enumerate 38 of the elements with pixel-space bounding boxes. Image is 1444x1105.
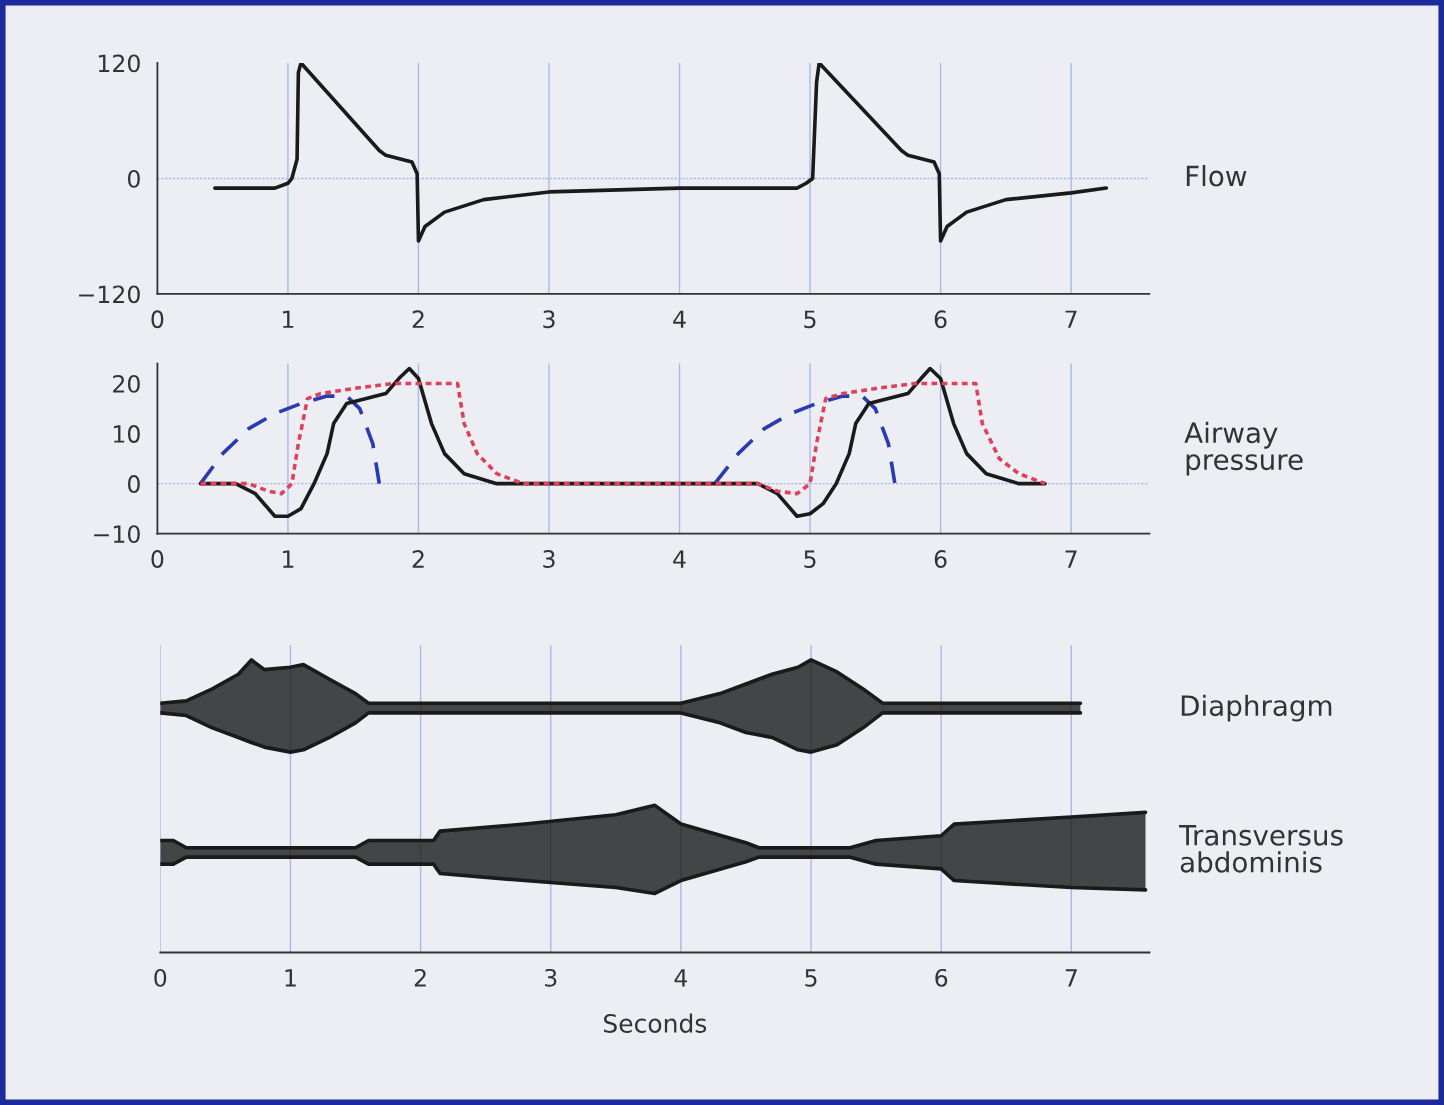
series-label: Transversus abdominis	[1179, 825, 1343, 873]
y-tick-label: −10	[94, 525, 140, 544]
x-tick-label: 2	[414, 968, 426, 987]
x-tick-label: 1	[285, 969, 296, 987]
y-axis-title: Flow	[1186, 165, 1247, 187]
x-tick-label: 3	[543, 550, 555, 568]
y-tick-label: −120	[79, 285, 140, 304]
y-tick-label: 10	[113, 425, 140, 443]
x-tick-label: 4	[673, 310, 686, 328]
line-series	[198, 381, 1047, 496]
text: Diaphragm	[1181, 694, 1332, 722]
x-tick-label: 4	[674, 969, 688, 987]
x-tick-label: 0	[154, 968, 167, 987]
x-tick-label: 6	[935, 968, 948, 987]
y-tick-label: 0	[127, 475, 140, 493]
x-tick-label: 6	[934, 550, 947, 568]
x-axis-title: Seconds	[603, 1013, 707, 1033]
line-series	[213, 62, 1109, 243]
x-tick-label: 6	[934, 310, 947, 329]
y-tick-label: 0	[127, 169, 140, 188]
x-tick-label: 3	[545, 968, 557, 987]
x-tick-label: 2	[412, 310, 424, 328]
x-tick-label: 4	[673, 550, 686, 568]
x-tick-label: 1	[283, 550, 294, 568]
y-tick-label: 120	[98, 54, 140, 73]
y-axis-title: Airway pressure	[1184, 421, 1303, 476]
x-tick-label: 7	[1065, 310, 1077, 328]
x-tick-label: 1	[283, 310, 294, 328]
x-tick-label: 5	[805, 969, 817, 987]
x-tick-label: 7	[1065, 969, 1077, 987]
x-tick-label: 0	[151, 550, 164, 568]
y-tick-label: 20	[113, 375, 140, 393]
x-tick-label: 2	[412, 550, 424, 568]
x-tick-label: 0	[151, 310, 164, 329]
x-tick-label: 5	[804, 550, 816, 568]
x-tick-label: 5	[804, 310, 816, 329]
x-tick-label: 7	[1065, 550, 1077, 568]
x-tick-label: 3	[543, 310, 555, 329]
